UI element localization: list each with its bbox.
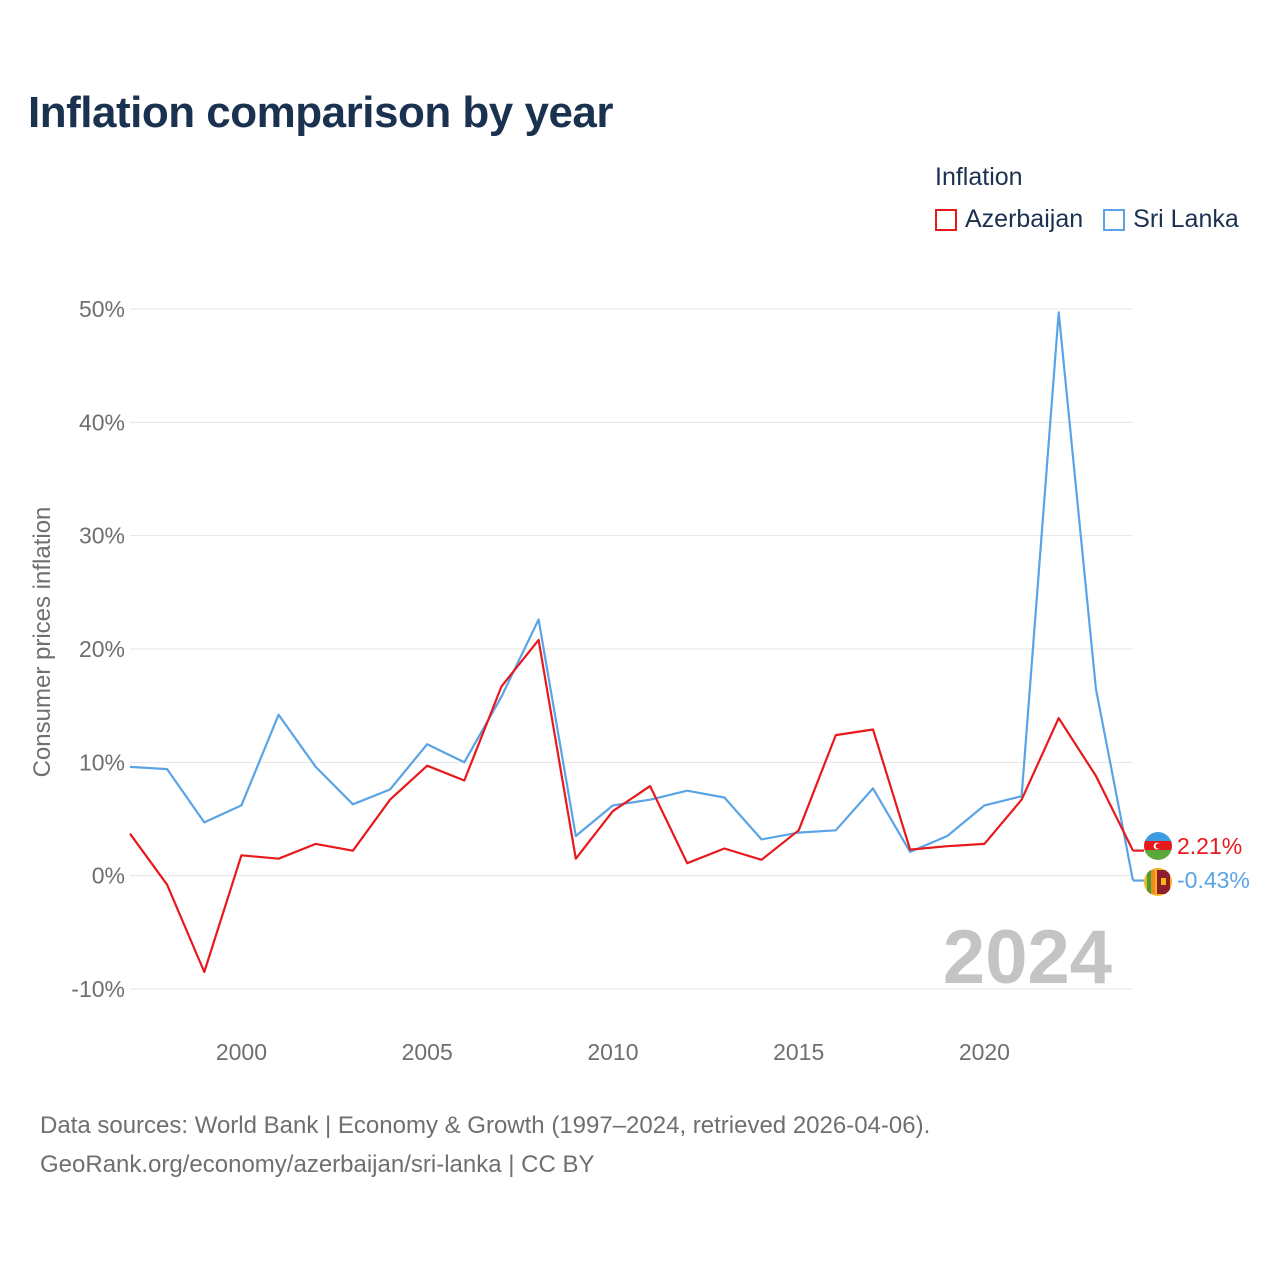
legend: Azerbaijan Sri Lanka xyxy=(935,205,1259,234)
series-line-sri-lanka[interactable] xyxy=(129,311,1135,881)
x-axis-ticks: 2000 2005 2010 2015 2020 xyxy=(216,1039,1010,1065)
legend-swatch-azerbaijan xyxy=(935,208,957,231)
x-tick-label: 2010 xyxy=(587,1039,638,1065)
gridlines xyxy=(130,308,1133,990)
year-watermark: 2024 xyxy=(943,915,1112,1000)
y-tick-label: 40% xyxy=(79,409,125,435)
source-line-1: Data sources: World Bank | Economy & Gro… xyxy=(40,1112,931,1139)
x-tick-label: 2005 xyxy=(402,1039,453,1065)
source-note: Data sources: World Bank | Economy & Gro… xyxy=(40,1106,930,1184)
legend-label-sri-lanka: Sri Lanka xyxy=(1133,205,1239,233)
azerbaijan-flag-icon xyxy=(1144,832,1172,860)
end-label-sri-lanka: -0.43% xyxy=(1177,867,1250,893)
y-tick-label: 10% xyxy=(79,749,125,775)
line-chart: -10%0%10%20%30%40%50% 2000 2005 2010 2015 20… xyxy=(71,296,1250,1065)
y-axis-ticks: -10% 0% 10% 20% 30% 40% 50% xyxy=(71,296,125,1002)
series-lines xyxy=(129,311,1144,974)
x-tick-label: 2020 xyxy=(959,1039,1010,1065)
legend-swatch-sri-lanka xyxy=(1103,208,1126,231)
legend-title: Inflation xyxy=(935,163,1023,191)
legend-item-sri-lanka[interactable]: Sri Lanka xyxy=(1103,205,1239,234)
legend-item-azerbaijan[interactable]: Azerbaijan xyxy=(935,205,1083,234)
legend-label-azerbaijan: Azerbaijan xyxy=(965,205,1084,233)
y-tick-label: -10% xyxy=(71,976,125,1002)
x-tick-label: 2000 xyxy=(216,1039,267,1065)
y-tick-label: 0% xyxy=(92,863,125,889)
series-line-azerbaijan[interactable] xyxy=(129,638,1134,974)
end-label-azerbaijan: 2.21% xyxy=(1177,833,1242,859)
y-tick-label: 30% xyxy=(79,523,125,549)
sri-lanka-flag-icon xyxy=(1144,868,1172,896)
x-tick-label: 2015 xyxy=(773,1039,824,1065)
y-tick-label: 20% xyxy=(79,636,125,662)
y-tick-label: 50% xyxy=(79,296,125,322)
chart-title: Inflation comparison by year xyxy=(28,88,614,137)
source-line-2: GeoRank.org/economy/azerbaijan/sri-lanka… xyxy=(40,1151,595,1178)
